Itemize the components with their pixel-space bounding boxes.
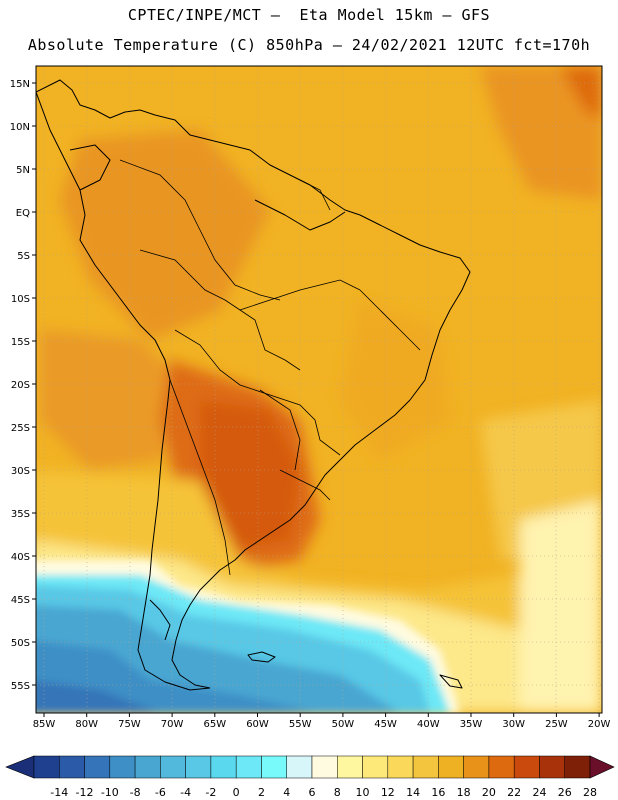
- lat-label: 50S: [11, 638, 30, 649]
- colorbar-label: 2: [258, 786, 265, 799]
- lon-label: 35W: [460, 719, 483, 730]
- lon-label: 80W: [75, 719, 98, 730]
- colorbar-label: -2: [205, 786, 216, 799]
- colorbar-label: 26: [558, 786, 572, 799]
- colorbar-label: 8: [334, 786, 341, 799]
- country-borders: [119, 159, 421, 576]
- lon-label: 25W: [545, 719, 568, 730]
- lat-label: 15S: [11, 337, 30, 348]
- colorbar-swatch: [160, 755, 186, 779]
- colorbar-swatch: [235, 755, 262, 779]
- colorbar: -14 -12 -10 -8 -6 -4 -2 0 2 4 6 8 10 12 14 16 18 20 22 24 26…: [5, 755, 615, 799]
- colorbar-label: 18: [457, 786, 471, 799]
- colorbar-label: -8: [130, 786, 141, 799]
- lat-label: 25S: [11, 423, 30, 434]
- colorbar-label: 20: [482, 786, 496, 799]
- colorbar-label: 22: [507, 786, 521, 799]
- lon-label: 55W: [289, 719, 312, 730]
- lon-label: 20W: [588, 719, 611, 730]
- colorbar-swatch: [412, 755, 439, 779]
- lat-label: 45S: [11, 595, 30, 606]
- lon-label: 60W: [246, 719, 269, 730]
- lat-label: 40S: [11, 552, 30, 563]
- lat-label: 55S: [11, 681, 30, 692]
- colorbar-label: 10: [356, 786, 370, 799]
- chart-title-line2: Absolute Temperature (C) 850hPa – 24/02/…: [27, 36, 591, 54]
- colorbar-label: 24: [532, 786, 546, 799]
- lon-label: 50W: [332, 719, 355, 730]
- colorbar-swatch: [539, 755, 565, 779]
- lat-label: 10S: [11, 294, 30, 305]
- colorbar-label: 0: [233, 786, 240, 799]
- lat-label: 35S: [11, 509, 30, 520]
- colorbar-arrow-high: [589, 755, 615, 779]
- lon-label: 30W: [502, 719, 525, 730]
- colorbar-swatch: [438, 755, 464, 779]
- lat-label: EQ: [16, 208, 30, 219]
- colorbar-swatch: [311, 755, 338, 779]
- longitude-labels: 85W 80W 75W 70W 65W 60W 55W 50W 45W 40W 35W 30W 25W 2…: [33, 713, 611, 730]
- colorbar-swatch: [33, 755, 60, 779]
- map-frame: [35, 65, 603, 714]
- colorbar-label: 4: [283, 786, 290, 799]
- colorbar-swatch: [564, 755, 591, 779]
- colorbar-swatch: [134, 755, 161, 779]
- colorbar-swatch: [513, 755, 540, 779]
- lat-label: 15N: [10, 79, 30, 90]
- coastlines: [36, 79, 471, 691]
- colorbar-swatch: [286, 755, 313, 779]
- lon-label: 45W: [374, 719, 397, 730]
- colorbar-swatch: [362, 755, 389, 779]
- colorbar-swatch: [337, 755, 363, 779]
- lat-label: 10N: [10, 122, 30, 133]
- colorbar-label: 14: [406, 786, 420, 799]
- colorbar-label: -4: [180, 786, 191, 799]
- lat-label: 5S: [17, 251, 30, 262]
- colorbar-label: -10: [101, 786, 119, 799]
- colorbar-label: -12: [76, 786, 94, 799]
- temperature-field: [36, 66, 602, 713]
- colorbar-swatch: [210, 755, 237, 779]
- lat-label: 5N: [16, 165, 30, 176]
- colorbar-swatch: [185, 755, 212, 779]
- colorbar-swatch: [261, 755, 287, 779]
- colorbar-label: 6: [309, 786, 316, 799]
- colorbar-label: 12: [381, 786, 395, 799]
- latitude-labels: 15N 10N 5N EQ 5S 10S 15S 20S 25S 30S 35S 40S 45S 50S 5…: [10, 79, 36, 692]
- colorbar-swatch: [59, 755, 85, 779]
- colorbar-label: -6: [155, 786, 166, 799]
- colorbar-swatch: [387, 755, 414, 779]
- colorbar-arrow-low: [5, 755, 35, 779]
- colorbar-label: 16: [431, 786, 445, 799]
- lon-label: 75W: [118, 719, 141, 730]
- lon-label: 70W: [161, 719, 184, 730]
- colorbar-swatch: [463, 755, 490, 779]
- lat-label: 30S: [11, 466, 30, 477]
- lon-label: 65W: [203, 719, 226, 730]
- colorbar-label: 28: [583, 786, 597, 799]
- colorbar-swatch: [109, 755, 136, 779]
- lon-label: 40W: [417, 719, 440, 730]
- colorbar-swatch: [84, 755, 111, 779]
- lat-label: 20S: [11, 380, 30, 391]
- colorbar-swatch: [488, 755, 515, 779]
- lon-label: 85W: [33, 719, 56, 730]
- colorbar-label: -14: [50, 786, 68, 799]
- chart-title-line1: CPTEC/INPE/MCT – Eta Model 15km – GFS: [127, 6, 491, 24]
